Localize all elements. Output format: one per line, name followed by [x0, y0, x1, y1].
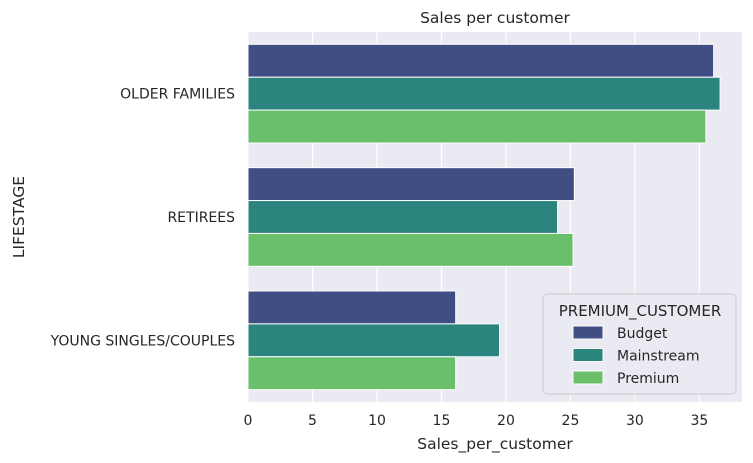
- x-tick-label: 5: [308, 413, 317, 429]
- x-tick-label: 30: [626, 413, 644, 429]
- legend-swatch-mainstream: [572, 348, 604, 362]
- bars: [247, 43, 721, 391]
- x-tick-label: 10: [368, 413, 386, 429]
- legend-swatch-budget: [572, 325, 604, 340]
- bar-older-families-mainstream: [247, 76, 721, 111]
- legend-label-budget: Budget: [617, 326, 668, 342]
- bar-retirees-mainstream: [247, 200, 559, 234]
- bar-retirees-premium: [247, 232, 574, 267]
- x-axis-title: Sales_per_customer: [417, 435, 573, 454]
- x-tick-label: 35: [691, 413, 709, 429]
- x-tick-label: 20: [497, 413, 515, 429]
- legend-box: [542, 293, 737, 395]
- legend: PREMIUM_CUSTOMER Budget Mainstream Premium: [542, 293, 737, 395]
- y-tick-label: RETIREES: [167, 210, 235, 226]
- y-axis-title: LIFESTAGE: [10, 176, 28, 258]
- x-tick-label: 0: [244, 413, 253, 429]
- bar-young-singles-couples-mainstream: [247, 323, 501, 358]
- x-tick-labels: 0 5 10 15 20 25 30 35: [244, 413, 709, 429]
- y-tick-labels: OLDER FAMILIES RETIREES YOUNG SINGLES/COUP…: [50, 87, 236, 350]
- legend-title: PREMIUM_CUSTOMER: [559, 302, 722, 321]
- bar-older-families-budget: [247, 43, 715, 78]
- legend-label-premium: Premium: [617, 371, 679, 387]
- x-tick-label: 15: [433, 413, 451, 429]
- bar-young-singles-couples-budget: [247, 290, 457, 325]
- bar-young-singles-couples-premium: [247, 356, 457, 391]
- y-tick-label: YOUNG SINGLES/COUPLES: [50, 333, 236, 349]
- y-tick-label: OLDER FAMILIES: [120, 87, 235, 103]
- legend-swatch-premium: [572, 370, 604, 385]
- x-tick-label: 25: [562, 413, 580, 429]
- bar-older-families-premium: [247, 109, 707, 144]
- chart-title: Sales per customer: [420, 9, 570, 27]
- bar-retirees-budget: [247, 167, 575, 202]
- legend-label-mainstream: Mainstream: [617, 349, 699, 365]
